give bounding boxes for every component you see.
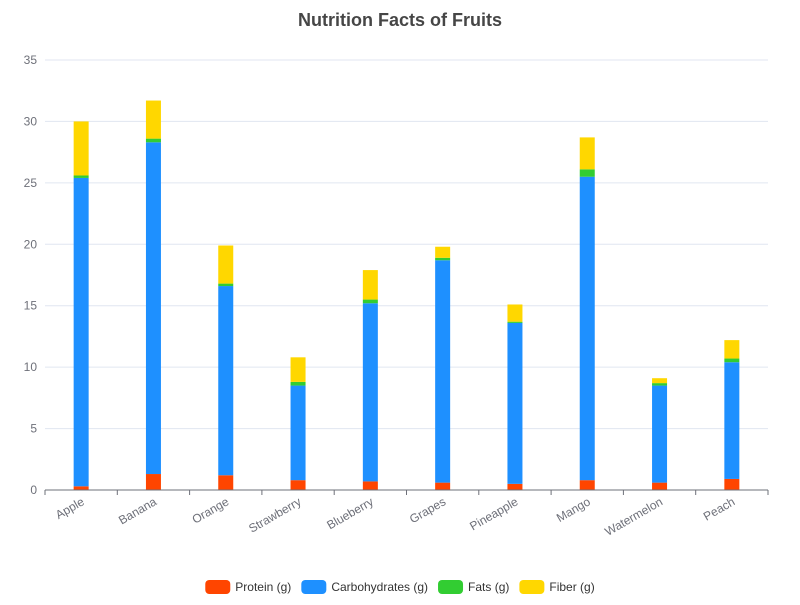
- bar-fiber-banana[interactable]: [145, 100, 161, 139]
- x-tick-label: Peach: [701, 494, 737, 523]
- bar-carbohydrates-blueberry[interactable]: [362, 303, 378, 482]
- y-tick-label: 35: [24, 53, 38, 67]
- x-tick-label: Blueberry: [324, 494, 375, 532]
- y-tick-label: 5: [30, 422, 37, 436]
- legend-swatch: [205, 580, 231, 594]
- bar-fiber-mango[interactable]: [579, 137, 595, 170]
- bar-protein-blueberry[interactable]: [362, 481, 378, 490]
- bar-fiber-watermelon[interactable]: [652, 378, 668, 384]
- bar-fiber-orange[interactable]: [218, 245, 234, 284]
- legend-item-fats[interactable]: Fats (g): [438, 580, 509, 594]
- x-tick-label: Orange: [190, 494, 232, 526]
- x-tick-label: Apple: [53, 494, 87, 522]
- legend-label: Fiber (g): [549, 580, 594, 594]
- bar-fats-peach[interactable]: [724, 358, 740, 363]
- x-tick-label: Pineapple: [467, 494, 521, 533]
- x-tick-label: Watermelon: [602, 494, 665, 538]
- bar-fats-mango[interactable]: [579, 169, 595, 177]
- bar-protein-mango[interactable]: [579, 480, 595, 490]
- bar-fats-pineapple[interactable]: [507, 321, 523, 323]
- bar-protein-grapes[interactable]: [435, 482, 451, 490]
- bar-fiber-peach[interactable]: [724, 340, 740, 359]
- bar-fats-apple[interactable]: [73, 175, 89, 178]
- legend-item-protein[interactable]: Protein (g): [205, 580, 291, 594]
- grid-lines: [45, 59, 768, 430]
- y-tick-label: 10: [24, 360, 38, 374]
- bar-fiber-pineapple[interactable]: [507, 304, 523, 322]
- legend-item-fiber[interactable]: Fiber (g): [519, 580, 595, 594]
- legend-item-carbohydrates[interactable]: Carbohydrates (g): [301, 580, 428, 594]
- y-tick-label: 25: [24, 176, 38, 190]
- bar-fats-strawberry[interactable]: [290, 381, 306, 386]
- bar-protein-watermelon[interactable]: [652, 482, 668, 490]
- y-tick-label: 30: [24, 114, 38, 128]
- bar-carbohydrates-banana[interactable]: [145, 142, 161, 475]
- bar-carbohydrates-strawberry[interactable]: [290, 385, 306, 481]
- chart-title: Nutrition Facts of Fruits: [298, 10, 502, 30]
- bar-fats-watermelon[interactable]: [652, 383, 668, 386]
- bar-protein-orange[interactable]: [218, 475, 234, 490]
- y-tick-label: 15: [24, 299, 38, 313]
- x-tick-label: Banana: [116, 494, 159, 527]
- bar-carbohydrates-mango[interactable]: [579, 176, 595, 481]
- legend-label: Fats (g): [468, 580, 509, 594]
- bar-carbohydrates-orange[interactable]: [218, 286, 234, 476]
- x-tick-label: Grapes: [407, 494, 448, 526]
- bar-carbohydrates-pineapple[interactable]: [507, 322, 523, 484]
- bars: [73, 100, 740, 490]
- bar-fats-banana[interactable]: [145, 138, 161, 143]
- bar-protein-apple[interactable]: [73, 486, 89, 490]
- y-tick-label: 0: [30, 483, 37, 497]
- legend-swatch: [301, 580, 327, 594]
- bar-protein-strawberry[interactable]: [290, 480, 306, 490]
- bar-carbohydrates-watermelon[interactable]: [652, 385, 668, 483]
- bar-fiber-grapes[interactable]: [435, 246, 451, 258]
- bar-fats-blueberry[interactable]: [362, 299, 378, 304]
- bar-fiber-apple[interactable]: [73, 121, 89, 176]
- bar-protein-pineapple[interactable]: [507, 483, 523, 490]
- y-tick-label: 20: [24, 237, 38, 251]
- bar-fats-grapes[interactable]: [435, 257, 451, 261]
- bar-carbohydrates-peach[interactable]: [724, 362, 740, 479]
- legend[interactable]: Protein (g) Carbohydrates (g) Fats (g) Fibe…: [205, 580, 595, 594]
- legend-label: Carbohydrates (g): [331, 580, 428, 594]
- bar-carbohydrates-apple[interactable]: [73, 177, 89, 487]
- bar-carbohydrates-grapes[interactable]: [435, 260, 451, 483]
- bar-fiber-strawberry[interactable]: [290, 357, 306, 382]
- x-tick-label: Mango: [554, 494, 593, 525]
- bar-protein-banana[interactable]: [145, 474, 161, 490]
- legend-label: Protein (g): [235, 580, 291, 594]
- bar-fiber-blueberry[interactable]: [362, 270, 378, 300]
- bar-protein-peach[interactable]: [724, 478, 740, 490]
- legend-swatch: [438, 580, 464, 594]
- x-tick-label: Strawberry: [246, 494, 303, 535]
- bar-fats-orange[interactable]: [218, 283, 234, 287]
- legend-swatch: [519, 580, 545, 594]
